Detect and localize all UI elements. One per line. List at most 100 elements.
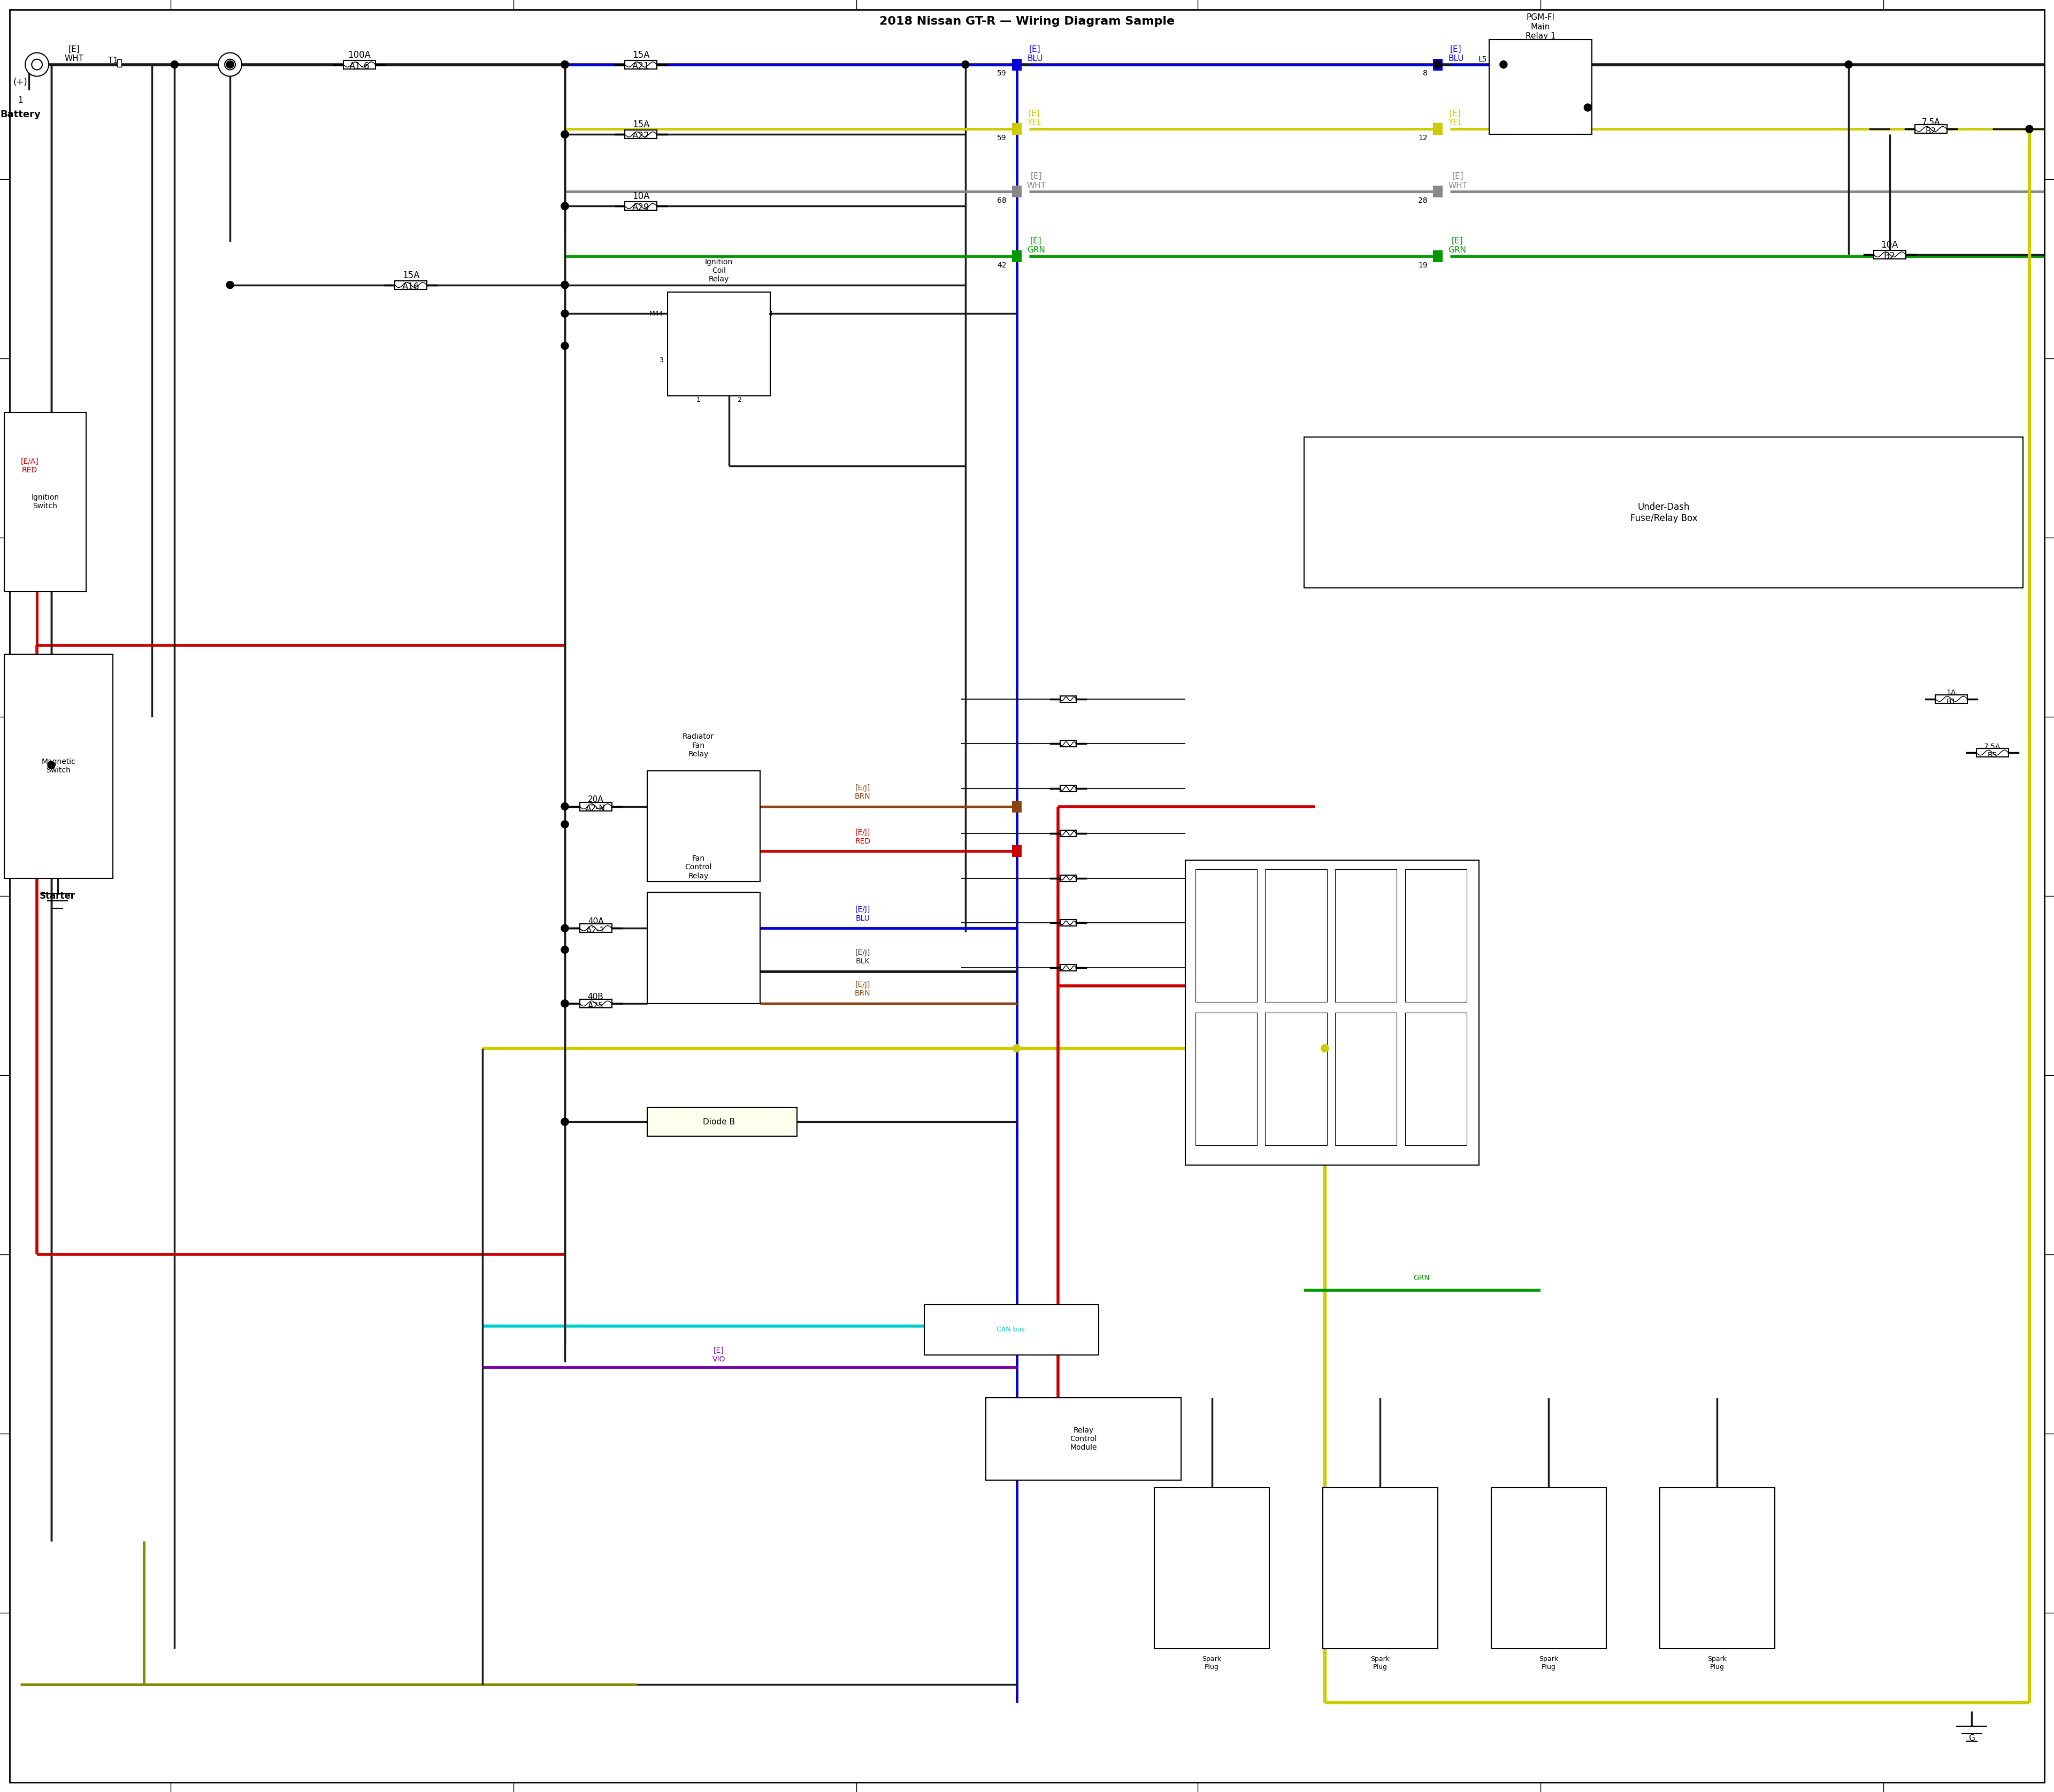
- Bar: [624, 131, 657, 138]
- Text: [E]
YEL: [E] YEL: [1027, 109, 1041, 127]
- Text: Radiator
Fan
Relay: Radiator Fan Relay: [682, 733, 715, 758]
- Bar: [1335, 1012, 1397, 1145]
- Bar: [394, 281, 427, 289]
- Bar: [924, 1305, 1099, 1355]
- Bar: [1405, 869, 1467, 1002]
- Text: Ignition
Coil
Relay: Ignition Coil Relay: [705, 258, 733, 283]
- Circle shape: [561, 925, 569, 932]
- Text: [E/J]
BRN: [E/J] BRN: [854, 980, 871, 998]
- Text: 15A
A16: 15A A16: [403, 271, 419, 292]
- Text: 2: 2: [737, 396, 741, 403]
- Text: [E]
WHT: [E] WHT: [1448, 172, 1467, 190]
- Bar: [1323, 1487, 1438, 1649]
- Bar: [1660, 1487, 1775, 1649]
- Bar: [1185, 860, 1479, 1165]
- Text: 3: 3: [659, 357, 663, 364]
- Bar: [1491, 1487, 1606, 1649]
- Bar: [668, 292, 770, 396]
- Circle shape: [1013, 1045, 1021, 1052]
- Bar: [4, 412, 86, 591]
- Bar: [1935, 695, 1968, 702]
- Circle shape: [561, 131, 569, 138]
- Circle shape: [226, 61, 234, 68]
- Text: Battery: Battery: [0, 109, 41, 120]
- Bar: [579, 803, 612, 810]
- Text: 15A
A21: 15A A21: [633, 50, 649, 72]
- Text: PGM-FI
Main
Relay 1: PGM-FI Main Relay 1: [1526, 14, 1555, 39]
- Bar: [1060, 830, 1076, 837]
- Text: 68: 68: [996, 197, 1006, 204]
- Bar: [624, 61, 657, 68]
- Text: 19: 19: [1417, 262, 1428, 269]
- Text: [E/J]
RED: [E/J] RED: [854, 828, 871, 846]
- Bar: [986, 1398, 1181, 1480]
- Bar: [117, 59, 121, 66]
- Bar: [1434, 124, 1442, 134]
- Circle shape: [561, 131, 569, 138]
- Text: Ignition
Switch: Ignition Switch: [31, 493, 60, 511]
- Text: 8: 8: [1423, 70, 1428, 77]
- Circle shape: [561, 61, 569, 68]
- Bar: [1265, 1012, 1327, 1145]
- Circle shape: [561, 1118, 569, 1125]
- Circle shape: [561, 202, 569, 210]
- Text: 10A
A29: 10A A29: [633, 192, 649, 213]
- Text: Relay
Control
Module: Relay Control Module: [1070, 1426, 1097, 1452]
- Bar: [1060, 785, 1076, 792]
- Bar: [647, 892, 760, 1004]
- Circle shape: [218, 52, 242, 77]
- Text: [E]
GRN: [E] GRN: [1448, 237, 1467, 254]
- Circle shape: [561, 1118, 569, 1125]
- Circle shape: [1321, 1045, 1329, 1052]
- Circle shape: [561, 1000, 569, 1007]
- Circle shape: [561, 61, 569, 68]
- Circle shape: [561, 342, 569, 349]
- Text: 7.5A
B2: 7.5A B2: [1923, 118, 1939, 136]
- Circle shape: [224, 59, 236, 70]
- Circle shape: [25, 52, 49, 77]
- Circle shape: [31, 59, 43, 70]
- Text: 1: 1: [696, 396, 700, 403]
- Circle shape: [1584, 104, 1592, 111]
- Text: [E]
GRN: [E] GRN: [1027, 237, 1045, 254]
- Bar: [1013, 801, 1021, 812]
- Bar: [1489, 39, 1592, 134]
- Text: Diode B: Diode B: [702, 1118, 735, 1125]
- Text: 59: 59: [996, 134, 1006, 142]
- Bar: [1434, 251, 1442, 262]
- Text: [E/J]
BLU: [E/J] BLU: [854, 905, 871, 923]
- Bar: [1434, 59, 1442, 70]
- Text: (+): (+): [14, 77, 27, 88]
- Text: Spark
Plug: Spark Plug: [1370, 1656, 1391, 1670]
- Circle shape: [561, 803, 569, 810]
- Bar: [1914, 125, 1947, 133]
- Text: Spark
Plug: Spark Plug: [1538, 1656, 1559, 1670]
- Text: 1: 1: [18, 97, 23, 104]
- Text: 7.5A
B5: 7.5A B5: [1984, 744, 2001, 760]
- Bar: [1195, 869, 1257, 1002]
- Bar: [1013, 846, 1021, 857]
- Text: [E/A]
RED: [E/A] RED: [21, 457, 39, 475]
- Circle shape: [561, 1000, 569, 1007]
- Circle shape: [226, 281, 234, 289]
- Bar: [624, 202, 657, 210]
- Text: Magnetic
Switch: Magnetic Switch: [41, 758, 76, 774]
- Text: Spark
Plug: Spark Plug: [1707, 1656, 1727, 1670]
- Bar: [1405, 1012, 1467, 1145]
- Text: GRN: GRN: [1413, 1274, 1430, 1281]
- Bar: [1265, 869, 1327, 1002]
- Text: 20A
A2-N: 20A A2-N: [585, 796, 606, 814]
- Text: 15A
A22: 15A A22: [633, 120, 649, 142]
- Circle shape: [561, 821, 569, 828]
- Text: 40B
A25: 40B A25: [587, 993, 604, 1011]
- Circle shape: [170, 61, 179, 68]
- Bar: [1154, 1487, 1269, 1649]
- Text: [E]
BLU: [E] BLU: [1448, 45, 1465, 63]
- Text: 12: 12: [1417, 134, 1428, 142]
- Text: Fan
Control
Relay: Fan Control Relay: [684, 855, 713, 880]
- Circle shape: [561, 310, 569, 317]
- Bar: [1434, 186, 1442, 197]
- Bar: [1873, 251, 1906, 258]
- Bar: [1976, 749, 2009, 756]
- Text: Spark
Plug: Spark Plug: [1202, 1656, 1222, 1670]
